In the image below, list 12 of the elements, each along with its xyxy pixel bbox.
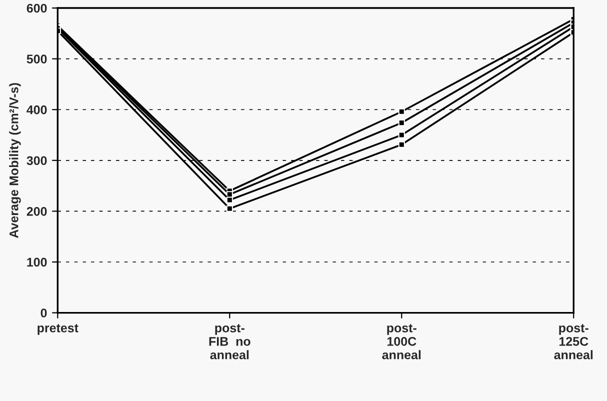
- y-tick-label: 200: [26, 206, 47, 216]
- y-tick-label: 400: [26, 105, 47, 114]
- x-tick-label: post- FIB no anneal: [209, 324, 250, 360]
- y-axis-title: Average Mobility (cm²/V-s): [9, 83, 21, 238]
- y-tick-label: 0: [40, 308, 47, 318]
- x-tick-label: post- 125C anneal: [554, 324, 593, 360]
- x-tick-label: post- 100C anneal: [382, 324, 421, 360]
- y-tick-label: 500: [26, 54, 47, 64]
- y-tick-label: 100: [27, 258, 47, 267]
- y-tick-label: 300: [26, 156, 47, 166]
- x-tick-label: pretest: [38, 324, 78, 335]
- y-tick-label: 600: [26, 4, 47, 13]
